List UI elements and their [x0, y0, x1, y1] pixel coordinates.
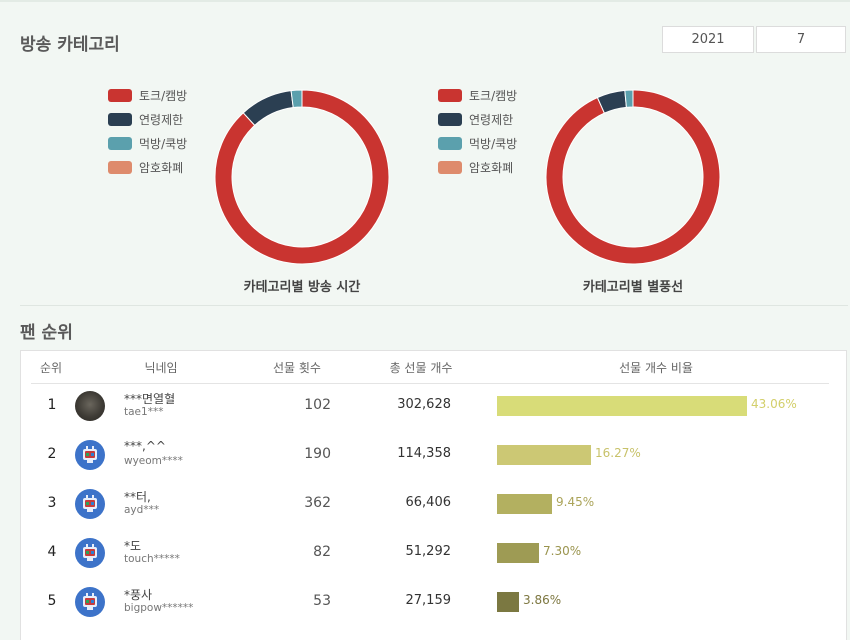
- donut-slice-연령제한[interactable]: [242, 90, 294, 127]
- avatar[interactable]: [75, 587, 105, 617]
- legend-label: 암호화폐: [469, 160, 514, 175]
- total-gifts: 66,406: [405, 495, 452, 510]
- fan-id: bigpow******: [124, 602, 194, 614]
- fan-ranking-table: 순위 닉네임 선물 횟수 총 선물 개수 선물 개수 비율 1 ***면열혈 tae…: [20, 350, 847, 640]
- avatar[interactable]: [75, 489, 105, 519]
- top-divider: [0, 0, 850, 2]
- gift-count: 82: [313, 544, 331, 560]
- legend-item[interactable]: 토크/캠방: [108, 83, 187, 107]
- fan-id: touch*****: [124, 553, 180, 565]
- section-divider: [20, 305, 848, 306]
- legend-swatch-0: [108, 88, 132, 102]
- fan-id: ayd***: [124, 504, 160, 516]
- legend-label: 먹방/쿡방: [139, 136, 188, 151]
- chart-title-broadcast-time: 카테고리별 방송 시간: [243, 280, 361, 295]
- header-rank: 순위: [39, 361, 63, 375]
- avatar[interactable]: [75, 538, 105, 568]
- legend-item[interactable]: 암호화폐: [438, 155, 517, 179]
- donut-slice-먹방/쿡방[interactable]: [290, 89, 303, 109]
- category-section-title: 방송 카테고리: [20, 35, 120, 55]
- legend-label: 연령제한: [469, 112, 514, 127]
- ratio-percent: 16.27%: [595, 446, 641, 460]
- fan-nickname[interactable]: *도: [124, 539, 142, 553]
- ratio-percent: 43.06%: [751, 397, 797, 411]
- total-gifts: 51,292: [405, 544, 452, 559]
- donut-chart-broadcast-time: [214, 89, 390, 265]
- ratio-percent: 3.86%: [523, 593, 562, 607]
- legend-item[interactable]: 연령제한: [438, 107, 517, 131]
- table-row: 5 *풍사 bigpow****** 53 27,159 3.86%: [21, 580, 846, 628]
- gift-count: 102: [304, 397, 331, 413]
- rank-number: 4: [47, 544, 57, 560]
- rank-number: 2: [47, 446, 57, 462]
- chart-title-balloons: 카테고리별 별풍선: [582, 280, 684, 295]
- table-header: 순위 닉네임 선물 횟수 총 선물 개수 선물 개수 비율: [31, 351, 829, 384]
- legend-label: 먹방/쿡방: [469, 136, 518, 151]
- legend-balloons: 토크/캠방 연령제한 먹방/쿡방 암호화폐: [438, 83, 517, 179]
- legend-swatch-0: [438, 88, 462, 102]
- legend-label: 토크/캠방: [469, 88, 518, 103]
- legend-item[interactable]: 먹방/쿡방: [438, 131, 517, 155]
- legend-broadcast-time: 토크/캠방 연령제한 먹방/쿡방 암호화폐: [108, 83, 187, 179]
- fan-id: wyeom****: [124, 455, 183, 467]
- gift-count: 53: [313, 593, 331, 609]
- donut-slice-토크/캠방[interactable]: [545, 89, 721, 265]
- legend-item[interactable]: 토크/캠방: [438, 83, 517, 107]
- legend-label: 연령제한: [139, 112, 184, 127]
- total-gifts: 27,159: [405, 593, 452, 608]
- header-ratio: 선물 개수 비율: [619, 361, 693, 375]
- total-gifts: 302,628: [397, 397, 451, 412]
- legend-swatch-1: [108, 112, 132, 126]
- donut-slice-토크/캠방[interactable]: [214, 89, 390, 265]
- fan-id: tae1***: [124, 406, 164, 418]
- table-row: 2 ***,^^ wyeom**** 190 114,358 16.27%: [21, 433, 846, 481]
- ratio-bar: [497, 592, 519, 612]
- fan-ranking-title: 팬 순위: [20, 323, 73, 343]
- ratio-bar: [497, 494, 552, 514]
- legend-swatch-3: [438, 160, 462, 174]
- donut-chart-balloons: [545, 89, 721, 265]
- ratio-percent: 7.30%: [543, 544, 582, 558]
- rank-number: 1: [47, 397, 57, 413]
- avatar[interactable]: [75, 391, 105, 421]
- table-row: 3 **터, ayd*** 362 66,406 9.45%: [21, 482, 846, 530]
- fan-nickname[interactable]: *풍사: [124, 588, 153, 602]
- legend-item[interactable]: 먹방/쿡방: [108, 131, 187, 155]
- year-select[interactable]: 2021: [662, 26, 754, 53]
- avatar[interactable]: [75, 440, 105, 470]
- legend-item[interactable]: 암호화폐: [108, 155, 187, 179]
- gift-count: 362: [304, 495, 331, 511]
- legend-swatch-1: [438, 112, 462, 126]
- legend-swatch-3: [108, 160, 132, 174]
- table-row: 4 *도 touch***** 82 51,292 7.30%: [21, 531, 846, 579]
- legend-swatch-2: [438, 136, 462, 150]
- table-row: 1 ***면열혈 tae1*** 102 302,628 43.06%: [21, 384, 846, 432]
- fan-nickname[interactable]: ***,^^: [124, 439, 166, 453]
- fan-nickname[interactable]: ***면열혈: [124, 392, 176, 406]
- ratio-bar: [497, 445, 591, 465]
- legend-item[interactable]: 연령제한: [108, 107, 187, 131]
- ratio-bar: [497, 543, 539, 563]
- ratio-bar: [497, 396, 747, 416]
- header-nickname: 닉네임: [144, 361, 178, 375]
- fan-nickname[interactable]: **터,: [124, 490, 151, 504]
- donut-slice-먹방/쿡방[interactable]: [624, 89, 634, 108]
- rank-number: 3: [47, 495, 57, 511]
- legend-label: 토크/캠방: [139, 88, 188, 103]
- rank-number: 5: [47, 593, 57, 609]
- gift-count: 190: [304, 446, 331, 462]
- legend-label: 암호화폐: [139, 160, 184, 175]
- ratio-percent: 9.45%: [556, 495, 595, 509]
- header-gift-count: 선물 횟수: [273, 361, 321, 375]
- legend-swatch-2: [108, 136, 132, 150]
- header-total-gifts: 총 선물 개수: [389, 361, 453, 375]
- total-gifts: 114,358: [397, 446, 451, 461]
- month-select[interactable]: 7: [756, 26, 846, 53]
